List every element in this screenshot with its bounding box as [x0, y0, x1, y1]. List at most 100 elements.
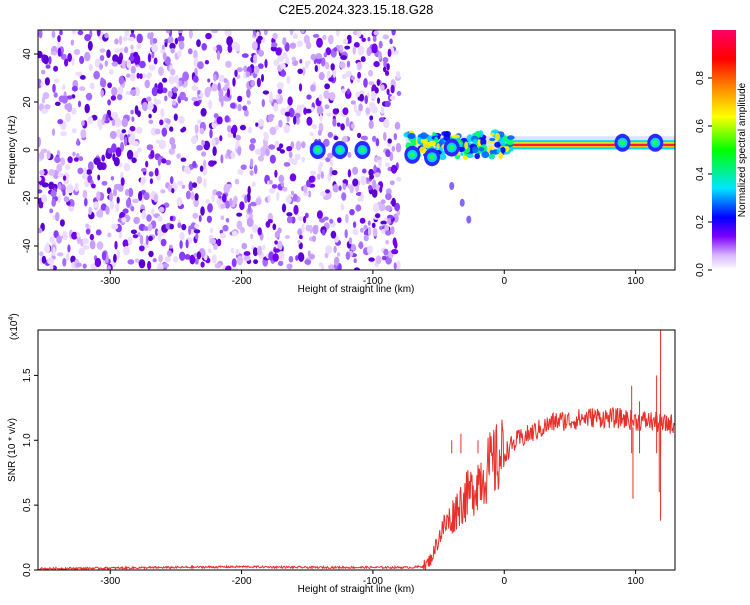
noise-speck	[345, 213, 349, 224]
noise-speck	[310, 84, 316, 92]
noise-speck	[357, 71, 361, 79]
noise-speck	[147, 223, 153, 232]
noise-speck	[87, 40, 93, 51]
noise-speck	[111, 61, 119, 67]
noise-speck	[286, 215, 293, 224]
noise-speck	[41, 182, 49, 188]
noise-speck	[146, 144, 154, 151]
noise-speck	[365, 107, 371, 115]
noise-speck	[378, 117, 385, 123]
noise-speck	[295, 116, 300, 125]
noise-speck	[310, 170, 317, 176]
noise-speck	[173, 113, 178, 121]
noise-speck	[337, 217, 342, 224]
noise-speck	[230, 127, 235, 134]
noise-speck	[97, 174, 101, 181]
noise-speck	[199, 165, 204, 172]
noise-speck	[309, 224, 313, 234]
noise-speck	[192, 160, 197, 168]
noise-speck	[257, 35, 263, 41]
tail-point	[459, 198, 465, 207]
noise-speck	[147, 53, 152, 63]
noise-speck	[140, 176, 147, 184]
noise-speck	[209, 238, 216, 245]
noise-speck	[240, 164, 247, 170]
noise-speck	[333, 135, 339, 141]
noise-speck	[85, 223, 90, 229]
noise-speck	[48, 169, 56, 176]
noise-speck	[104, 32, 109, 39]
noise-speck	[371, 222, 376, 228]
noise-speck	[83, 167, 87, 176]
noise-speck	[298, 252, 305, 262]
noise-speck	[374, 172, 381, 178]
noise-speck	[362, 168, 367, 174]
noise-speck	[148, 113, 152, 119]
noise-speck	[224, 30, 230, 36]
noise-speck	[220, 154, 224, 164]
noise-speck	[303, 34, 310, 45]
noise-speck	[347, 169, 352, 178]
noise-speck	[169, 223, 174, 230]
noise-speck	[130, 72, 136, 82]
noise-speck	[258, 49, 264, 57]
noise-speck	[75, 71, 81, 76]
noise-speck	[353, 42, 360, 48]
noise-speck	[208, 99, 213, 110]
noise-speck	[360, 56, 366, 63]
spectrogram-signal	[309, 129, 675, 224]
noise-speck	[268, 144, 276, 150]
noise-speck	[349, 184, 354, 194]
noise-speck	[352, 221, 357, 228]
noise-speck	[231, 267, 238, 270]
noise-speck	[119, 47, 124, 53]
noise-speck	[164, 256, 171, 263]
noise-speck	[370, 103, 376, 113]
noise-speck	[289, 173, 297, 182]
noise-speck	[325, 47, 332, 56]
noise-speck	[38, 189, 43, 194]
noise-speck	[78, 247, 85, 256]
noise-speck	[169, 176, 174, 185]
noise-speck	[297, 216, 304, 222]
noise-speck	[319, 161, 324, 168]
noise-speck	[250, 201, 257, 207]
signal-speck	[434, 136, 439, 144]
noise-speck	[297, 228, 303, 236]
noise-speck	[391, 197, 396, 207]
noise-speck	[136, 43, 142, 50]
noise-speck	[140, 168, 147, 172]
noise-speck	[125, 90, 131, 96]
noise-speck	[320, 57, 326, 67]
noise-speck	[202, 166, 208, 176]
svg-text:(x104): (x104)	[8, 313, 20, 340]
noise-speck	[84, 34, 91, 42]
noise-speck	[146, 214, 152, 222]
noise-speck	[194, 124, 199, 134]
noise-speck	[242, 105, 248, 111]
noise-speck	[56, 163, 63, 173]
noise-speck	[386, 88, 390, 96]
noise-speck	[60, 157, 65, 166]
noise-speck	[65, 253, 70, 261]
noise-speck	[250, 138, 256, 144]
noise-speck	[301, 141, 306, 149]
noise-speck	[179, 231, 185, 241]
noise-speck	[229, 197, 233, 206]
noise-speck	[275, 124, 279, 131]
noise-speck	[252, 247, 258, 257]
noise-speck	[192, 182, 198, 188]
signal-speck	[466, 153, 474, 158]
noise-speck	[318, 72, 325, 81]
noise-speck	[385, 149, 391, 158]
noise-speck	[194, 258, 199, 265]
noise-speck	[396, 176, 402, 182]
noise-speck	[47, 257, 55, 265]
noise-speck	[107, 99, 111, 106]
noise-speck	[38, 227, 43, 234]
noise-speck	[101, 180, 108, 186]
noise-speck	[82, 244, 90, 250]
noise-speck	[284, 111, 291, 117]
noise-speck	[378, 203, 386, 212]
noise-speck	[275, 94, 280, 100]
